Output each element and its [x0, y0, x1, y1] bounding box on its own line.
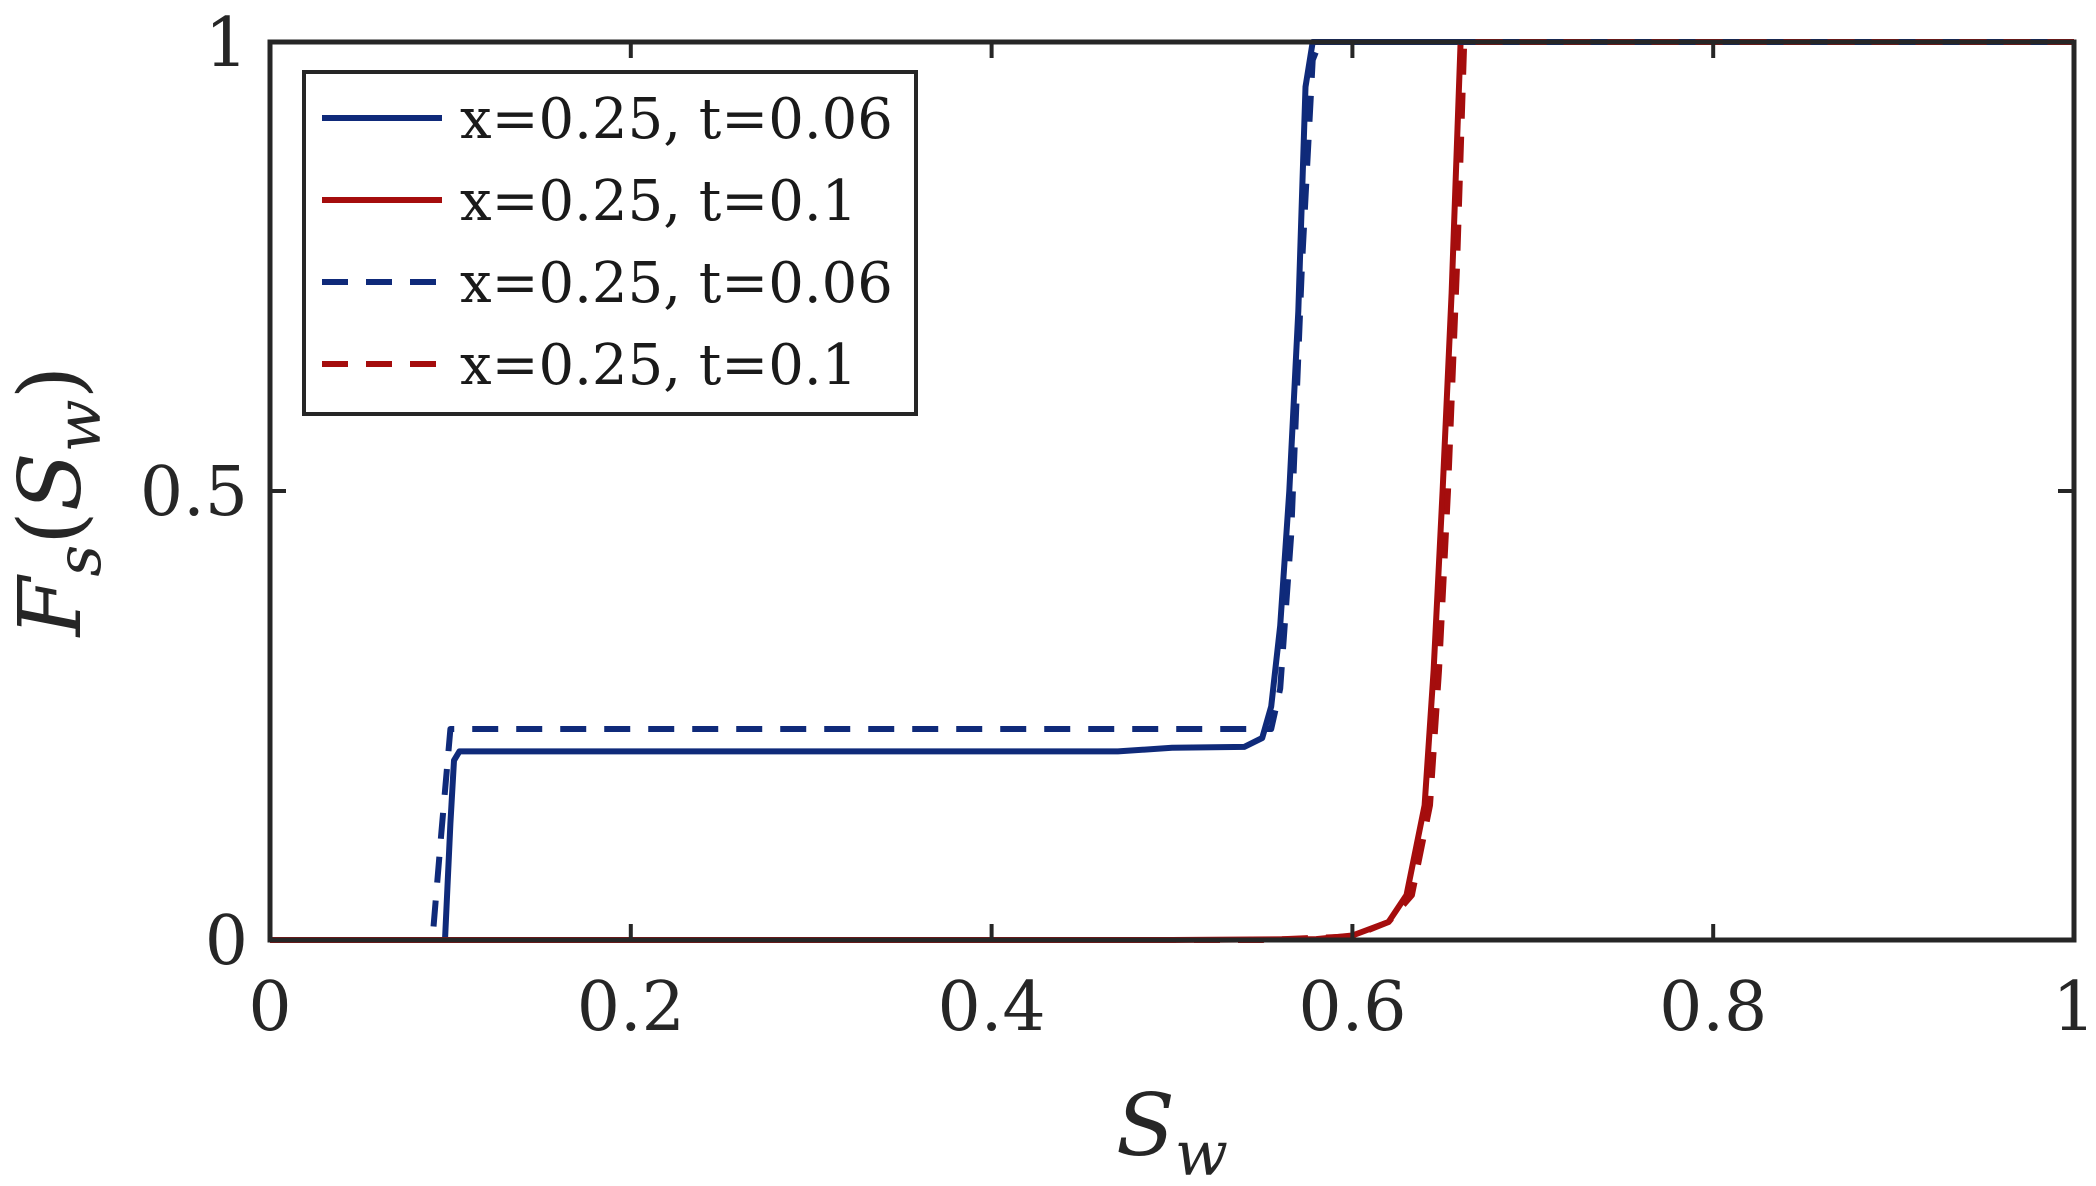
y-axis-label-open: ( [1, 511, 101, 545]
x-tick-label: 1 [2052, 968, 2095, 1047]
legend-label-4: x=0.25, t=0.1 [460, 333, 857, 398]
x-tick-label: 0.2 [577, 968, 685, 1047]
x-axis-label-sub: w [1175, 1117, 1228, 1186]
y-axis-label: Fs(Sw) [1, 366, 115, 639]
y-axis-label-s2: S [1, 452, 101, 511]
legend-label-2: x=0.25, t=0.1 [460, 169, 857, 234]
legend-box [302, 70, 918, 416]
x-tick-label: 0.8 [1659, 968, 1767, 1047]
legend-items: x=0.25, t=0.06 x=0.25, t=0.1 x=0.25, t=0.0… [322, 87, 893, 398]
x-axis-label-main: S [1116, 1076, 1175, 1176]
y-tick-label: 1 [205, 4, 248, 83]
legend: x=0.25, t=0.06 x=0.25, t=0.1 x=0.25, t=0.0… [302, 70, 918, 416]
legend-label-1: x=0.25, t=0.06 [460, 87, 893, 152]
x-tick-label: 0.6 [1298, 968, 1406, 1047]
y-axis-label-s: s [42, 545, 115, 577]
series-line-1-solid [270, 39, 2074, 943]
legend-label-3: x=0.25, t=0.06 [460, 251, 893, 316]
tick-labels-layer: 0 0.2 0.4 0.6 0.8 1 0 0.5 1 [140, 4, 2096, 1047]
x-axis-label: Sw [1116, 1076, 1228, 1186]
y-axis-label-f: F [1, 573, 101, 638]
y-axis-label-w: w [42, 399, 115, 452]
x-tick-label: 0 [248, 968, 291, 1047]
y-tick-label: 0.5 [140, 453, 248, 532]
y-axis-label-close: ) [1, 366, 101, 400]
x-tick-label: 0.4 [938, 968, 1046, 1047]
y-tick-label: 0 [205, 902, 248, 981]
ticks-layer [268, 40, 2076, 942]
